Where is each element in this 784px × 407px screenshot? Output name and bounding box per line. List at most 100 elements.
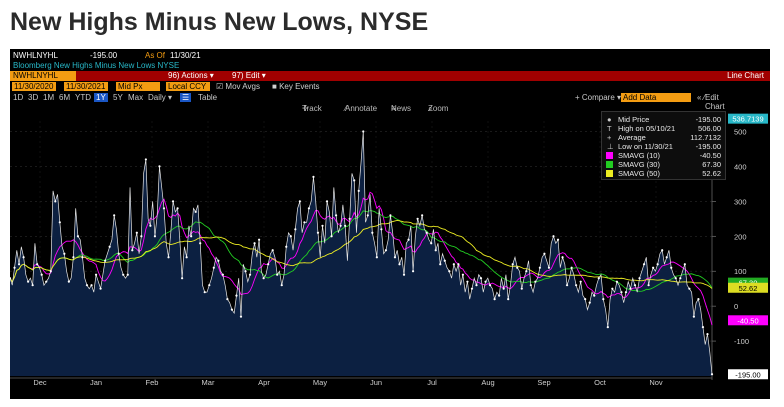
price-point [344,224,347,227]
price-point [257,238,261,241]
period-5y[interactable]: 5Y [113,93,123,102]
price-point [104,259,107,262]
end-date-field[interactable]: 11/30/2021 [64,82,108,91]
price-point [49,270,52,273]
price-point [710,373,714,376]
as-of-date: 11/30/21 [170,51,201,60]
price-point [575,284,578,287]
start-date-field[interactable]: 11/30/2020 [12,82,56,91]
security-description: Bloomberg New Highs Minus New Lows NYSE [13,61,180,70]
key-events-toggle[interactable]: ■ Key Events [272,82,320,91]
price-point [407,238,410,241]
period-ytd[interactable]: YTD [75,93,91,102]
price-point [208,284,211,287]
price-point [294,228,297,231]
price-point [552,235,555,238]
price-point [593,294,596,297]
price-point [642,263,646,266]
zoom-icon: ⌕ [428,104,433,113]
crosshair-icon: ✛ [302,104,309,113]
price-point [226,298,229,301]
price-point [656,263,659,266]
price-point [13,266,16,269]
price-point [330,235,333,238]
price-point [185,256,188,259]
price-point [131,249,134,252]
price-point [452,263,455,266]
price-point [493,298,496,301]
as-of-label: As Of [145,51,166,60]
y-tick-label: 0 [734,302,738,311]
price-point [688,287,691,290]
legend-swatch [606,161,613,168]
period-6m[interactable]: 6M [59,93,71,102]
period-3d[interactable]: 3D [28,93,39,102]
price-point [316,231,320,234]
price-point [457,263,460,266]
price-point [22,256,25,259]
price-point [475,284,478,287]
legend-row: SMAVG (10) -40.50 [606,151,721,160]
price-point [375,256,378,259]
period-1d[interactable]: 1D [13,93,24,102]
sma-line [10,220,713,289]
compare-button[interactable]: + Compare ▾ [575,93,622,102]
add-data-field[interactable]: Add Data [621,93,691,102]
price-point [652,266,655,269]
price-point [325,200,329,203]
price-point [117,252,120,255]
price-point [221,273,224,276]
price-point [194,210,197,213]
price-point [543,252,546,255]
price-point [63,252,66,255]
table-button[interactable]: Table [198,93,218,102]
price-point [262,277,265,280]
price-point [570,266,573,269]
quote-line: NWHLNYHL -195.00 As Of 11/30/21 [10,51,770,61]
price-point [670,266,673,269]
chart-toolbar: ✛ Track ⁄ Annotate ≡ News ⌕ Zoom [10,104,770,114]
price-point [239,315,243,318]
price-point [443,259,446,262]
price-point [411,270,415,273]
period-max[interactable]: Max [128,93,144,102]
value-tag-bg [728,369,768,380]
bloomberg-terminal-panel: NWHLNYHL -195.00 As Of 11/30/21 Bloomber… [10,49,770,399]
value-tag-bg [728,315,768,326]
value-tag-label: -195.00 [735,370,760,379]
price-point [126,273,129,276]
price-point [113,214,116,217]
period-bar: 1D 3D 1M 6M YTD 1Y 5Y Max Daily ▾ ☰ Tabl… [10,93,770,111]
mov-avgs-toggle[interactable]: ☑ Mov Avgs [216,82,260,91]
actions-menu[interactable]: 96) Actions ▾ [168,71,214,80]
price-point [498,294,501,297]
legend-row: ⊥ Low on 11/30/21 -195.00 [606,142,721,151]
price-point [135,231,138,234]
frequency-select[interactable]: Daily ▾ [148,93,173,102]
price-point [235,294,238,297]
price-point [439,263,442,266]
legend-label: Average [618,133,646,142]
period-1y[interactable]: 1Y [94,93,108,102]
price-point [298,200,301,203]
price-field-select[interactable]: Mid Px [116,82,160,91]
y-tick-label: 300 [734,197,747,206]
price-point [679,277,682,280]
legend-marker-icon: ⊥ [607,142,614,151]
legend-label: SMAVG (10) [618,151,660,160]
price-point [280,284,283,287]
edit-menu[interactable]: 97) Edit ▾ [232,71,266,80]
description-line: Bloomberg New Highs Minus New Lows NYSE [10,61,770,71]
legend-value: 112.7132 [690,133,721,142]
x-tick-label: Nov [649,378,663,387]
chart-canvas: -100 0 100 200 300 400 500 Dec Jan Feb Mar Apr May Ju… [10,113,768,387]
period-1m[interactable]: 1M [43,93,55,102]
currency-select[interactable]: Local CCY [166,82,210,91]
price-point [149,224,152,227]
edit-chart-button[interactable]: « ⁄ Edit Chart [697,93,725,111]
table-icon[interactable]: ☰ [180,93,192,102]
x-tick-label: Apr [258,378,270,387]
price-point [144,158,147,161]
price-point [434,249,437,252]
price-point [312,175,315,178]
